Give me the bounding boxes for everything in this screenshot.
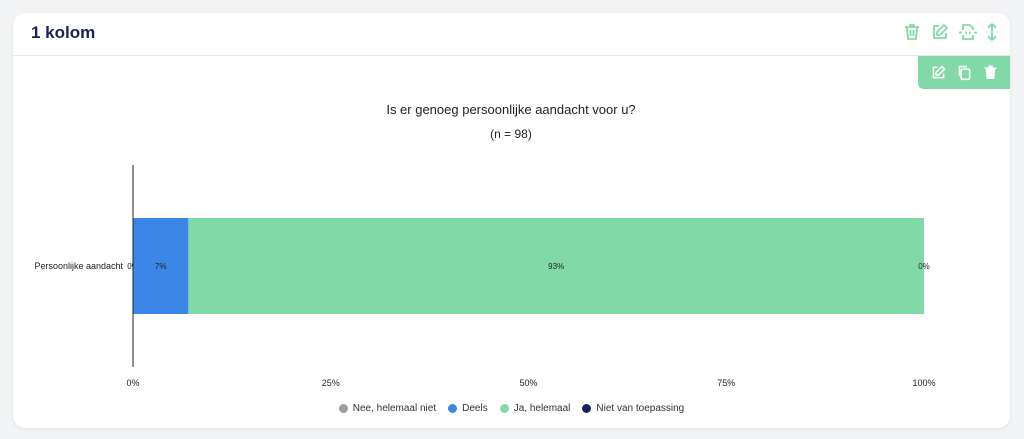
legend-swatch (582, 404, 592, 413)
x-tick-label: 0% (126, 378, 139, 388)
trash-icon[interactable] (902, 22, 922, 47)
edit-icon[interactable] (930, 22, 950, 47)
chart: Is er genoeg persoonlijke aandacht voor … (34, 102, 935, 388)
legend-item[interactable]: Deels (448, 403, 488, 414)
legend-swatch (499, 404, 509, 413)
legend-label: Deels (462, 403, 488, 414)
legend-swatch (338, 404, 348, 413)
category-label: Persoonlijke aandacht (34, 261, 123, 271)
block-toolbar (918, 56, 1010, 89)
chart-title: Is er genoeg persoonlijke aandacht voor … (386, 102, 635, 117)
page-break-icon[interactable] (958, 22, 978, 47)
bar-segment (188, 218, 924, 314)
bar-group: 0%7%93%0% (127, 218, 930, 314)
header-actions (902, 22, 998, 47)
x-tick-label: 50% (519, 378, 537, 388)
trash-icon[interactable] (982, 64, 999, 86)
bar-segment (133, 218, 189, 314)
bar-data-label: 0% (918, 262, 930, 271)
legend-item[interactable]: Ja, helemaal (499, 403, 571, 414)
chart-legend: Nee, helemaal niet Deels Ja, helemaal Niet … (13, 403, 1010, 414)
resize-vertical-icon[interactable] (986, 22, 998, 47)
chart-subtitle: (n = 98) (490, 127, 532, 141)
bar-data-label: 7% (155, 262, 167, 271)
legend-item[interactable]: Nee, helemaal niet (338, 403, 437, 414)
legend-label: Ja, helemaal (513, 403, 571, 414)
legend-label: Niet van toepassing (596, 403, 685, 414)
x-tick-label: 75% (717, 378, 735, 388)
legend-item[interactable]: Niet van toepassing (582, 403, 684, 414)
edit-icon[interactable] (930, 64, 947, 86)
chart-card: 1 kolom (13, 13, 1010, 428)
card-title: 1 kolom (31, 23, 96, 42)
x-tick-label: 100% (912, 378, 935, 388)
legend-label: Nee, helemaal niet (352, 403, 437, 414)
x-tick-label: 25% (322, 378, 340, 388)
bar-data-label: 93% (548, 262, 564, 271)
legend-swatch (448, 404, 458, 413)
card-header: 1 kolom (13, 13, 1010, 56)
copy-icon[interactable] (956, 64, 973, 86)
